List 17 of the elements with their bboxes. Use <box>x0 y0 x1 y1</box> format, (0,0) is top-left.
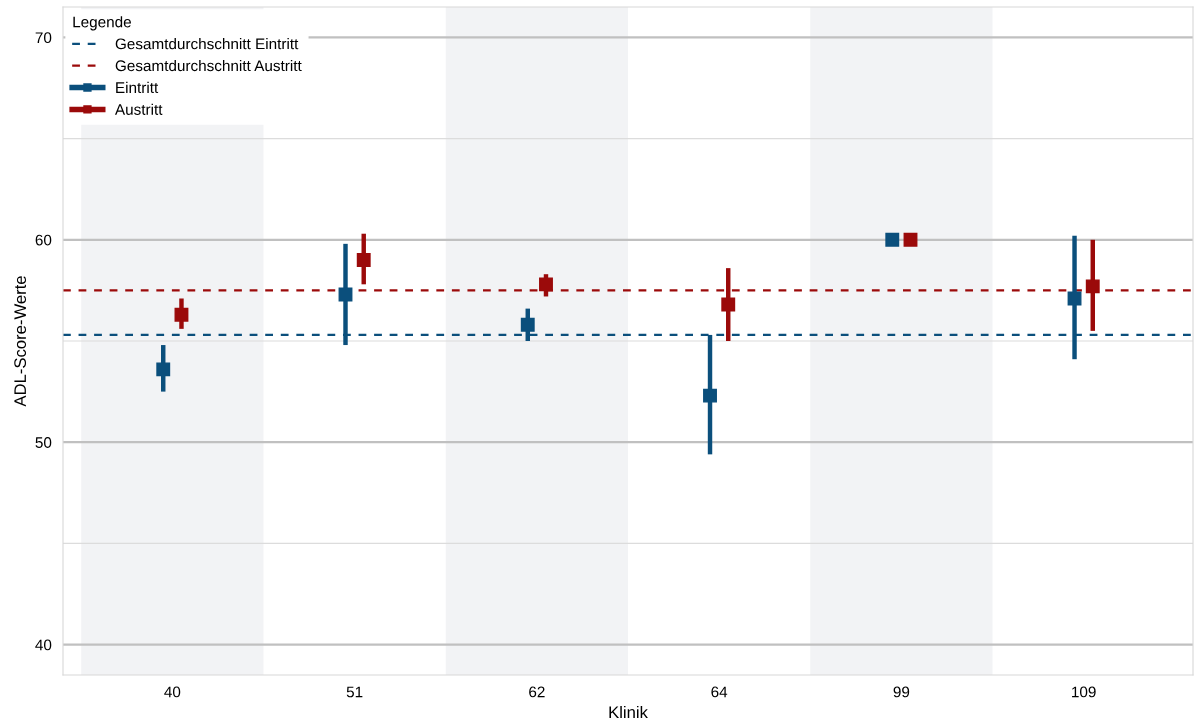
x-tick-label: 62 <box>529 686 545 698</box>
y-tick-label: 60 <box>35 234 52 246</box>
y-tick-label: 70 <box>35 32 52 44</box>
x-tick-label: 51 <box>346 686 363 698</box>
legend-label: Gesamtdurchschnitt Eintritt <box>115 38 299 50</box>
x-tick-label: 40 <box>164 686 181 698</box>
x-tick-label: 99 <box>893 686 910 698</box>
x-axis-title: Klinik <box>609 705 648 718</box>
legend-label: Austritt <box>114 103 163 115</box>
x-tick-label: 109 <box>1072 686 1096 698</box>
x-tick-label: 64 <box>711 686 728 698</box>
y-axis-title: ADL-Score-Werte <box>14 276 27 407</box>
y-tick-label: 50 <box>35 437 52 448</box>
legend-label: Gesamtdurchschnitt Austritt <box>115 59 302 72</box>
legend-label: Eintritt <box>116 81 159 93</box>
y-tick-label: 40 <box>35 639 52 651</box>
legend-title: Legende <box>73 16 131 31</box>
